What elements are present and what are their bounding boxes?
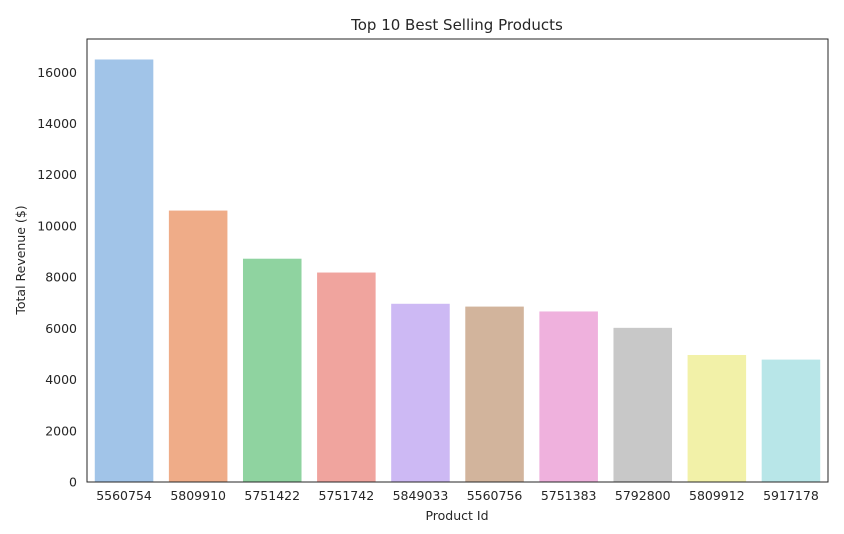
bar-5809910: [168, 210, 228, 482]
x-tick-label: 5792800: [615, 488, 671, 503]
y-tick-label: 16000: [37, 65, 77, 80]
bar-5917178: [761, 359, 821, 482]
chart-title: Top 10 Best Selling Products: [350, 16, 563, 34]
x-tick-label: 5751742: [319, 488, 375, 503]
x-tick-label: 5751422: [244, 488, 300, 503]
x-axis-label: Product Id: [425, 508, 488, 523]
bar-5560756: [465, 306, 524, 482]
x-tick-label: 5560756: [467, 488, 523, 503]
y-tick-label: 10000: [37, 218, 77, 233]
bar-5751742: [317, 272, 376, 482]
y-tick-label: 2000: [45, 423, 77, 438]
plot-frame: [86, 38, 829, 483]
x-tick-label: 5917178: [763, 488, 819, 503]
x-tick-label: 5751383: [541, 488, 597, 503]
bars-group: [94, 59, 821, 483]
y-tick-label: 0: [69, 475, 77, 490]
y-axis-ticks: 0 2000 4000 6000 8000 10000 12000 14000 16000: [37, 65, 77, 490]
x-tick-label: 5809912: [689, 488, 745, 503]
bar-5809912: [687, 354, 747, 482]
x-tick-label: 5809910: [170, 488, 226, 503]
y-axis-label: Total Revenue ($): [13, 205, 28, 315]
bar-5849033: [391, 303, 450, 482]
bar-5792800: [613, 327, 673, 482]
x-tick-label: 5849033: [393, 488, 449, 503]
x-axis-ticks: 5560754 5809910 5751422 5751742 5849033 55607…: [96, 488, 819, 503]
bar-5751383: [539, 311, 598, 482]
y-tick-label: 4000: [45, 372, 77, 387]
x-tick-label: 5560754: [96, 488, 152, 503]
y-tick-label: 8000: [45, 270, 77, 285]
bar-5751422: [242, 258, 302, 482]
y-tick-label: 14000: [37, 116, 77, 131]
bar-5560754: [94, 59, 154, 483]
y-tick-label: 12000: [37, 167, 77, 182]
y-tick-label: 6000: [45, 321, 77, 336]
